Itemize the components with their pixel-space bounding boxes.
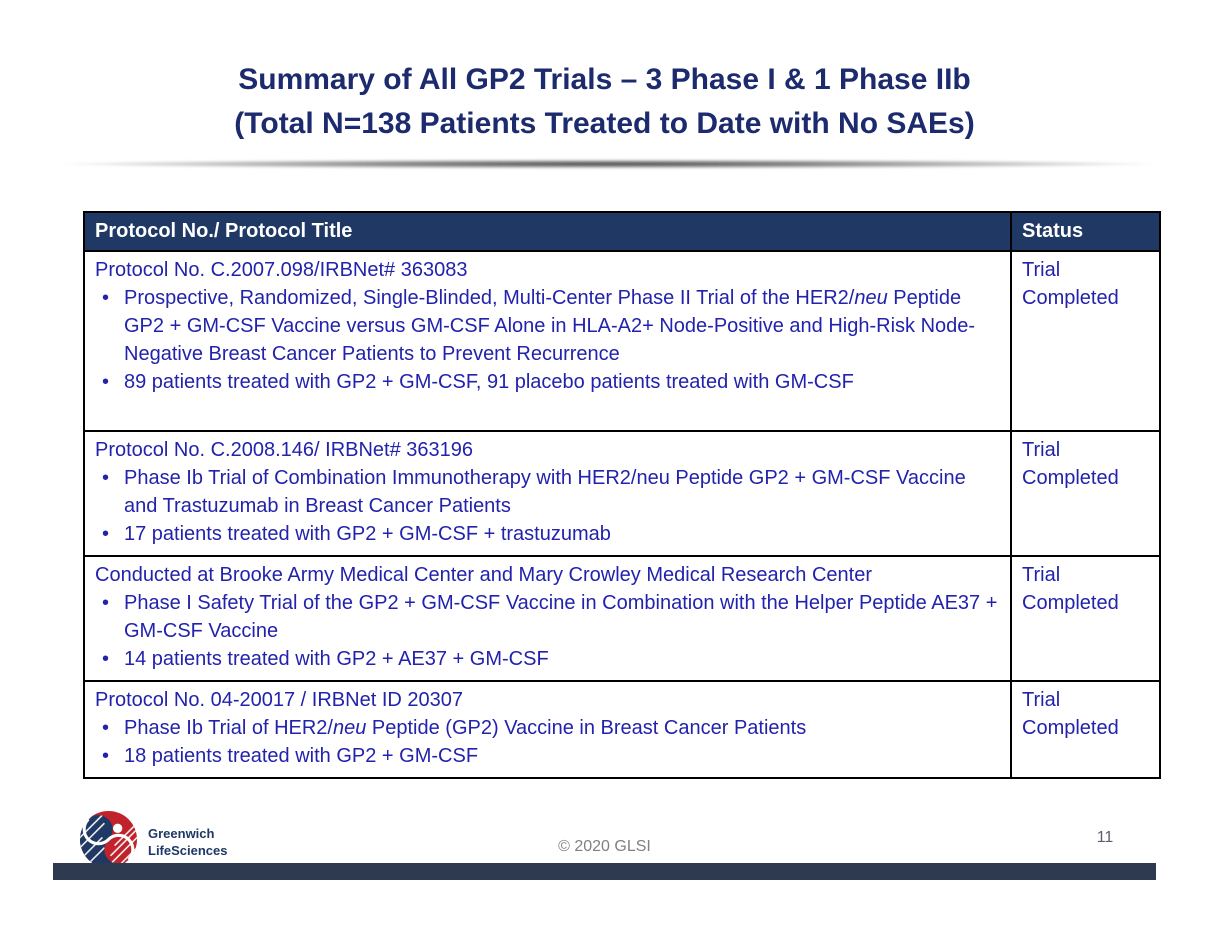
bullet-line: 18 patients treated with GP2 + GM-CSF bbox=[85, 742, 1002, 770]
protocol-heading: Conducted at Brooke Army Medical Center … bbox=[95, 564, 873, 586]
company-name-line1: Greenwich bbox=[148, 826, 215, 841]
title-line-1: Summary of All GP2 Trials – 3 Phase I & … bbox=[238, 63, 971, 96]
bullet-line: Prospective, Randomized, Single-Blinded,… bbox=[85, 284, 1002, 368]
bullet-line: 89 patients treated with GP2 + GM-CSF, 9… bbox=[85, 368, 1002, 396]
protocol-cell: Conducted at Brooke Army Medical Center … bbox=[83, 555, 1012, 682]
status-cell: Trial Completed bbox=[1010, 680, 1161, 779]
bottom-bar bbox=[53, 863, 1156, 880]
table-row: Protocol No. C.2007.098/IRBNet# 363083 Pr… bbox=[83, 250, 1161, 432]
bullet-line: Phase I Safety Trial of the GP2 + GM-CSF… bbox=[85, 589, 1002, 645]
protocol-cell: Protocol No. 04-20017 / IRBNet ID 20307 P… bbox=[83, 680, 1012, 779]
status-cell: Trial Completed bbox=[1010, 430, 1161, 557]
bullet-line: 14 patients treated with GP2 + AE37 + GM… bbox=[85, 645, 1002, 673]
company-logo-icon bbox=[80, 811, 137, 868]
slide-title: Summary of All GP2 Trials – 3 Phase I & … bbox=[0, 58, 1209, 146]
protocol-heading: Protocol No. C.2007.098/IRBNet# 363083 bbox=[95, 259, 468, 281]
company-name: Greenwich LifeSciences bbox=[148, 825, 228, 859]
status-cell: Trial Completed bbox=[1010, 250, 1161, 432]
status-cell: Trial Completed bbox=[1010, 555, 1161, 682]
protocol-cell: Protocol No. C.2008.146/ IRBNet# 363196 P… bbox=[83, 430, 1012, 557]
table-header-row: Protocol No./ Protocol Title Status bbox=[83, 211, 1161, 252]
copyright-text: © 2020 GLSI bbox=[558, 838, 651, 855]
protocol-heading: Protocol No. C.2008.146/ IRBNet# 363196 bbox=[95, 439, 474, 461]
table-header-protocol: Protocol No./ Protocol Title bbox=[83, 211, 1012, 252]
page-number: 11 bbox=[1096, 829, 1114, 846]
bullet-line: Phase Ib Trial of HER2/neu Peptide (GP2)… bbox=[85, 714, 1002, 742]
table-header-status: Status bbox=[1010, 211, 1161, 252]
table-row: Protocol No. 04-20017 / IRBNet ID 20307 P… bbox=[83, 680, 1161, 779]
table-body: Protocol No. C.2007.098/IRBNet# 363083 Pr… bbox=[83, 250, 1161, 779]
bullet-line: Phase Ib Trial of Combination Immunother… bbox=[85, 464, 1002, 520]
company-name-line2: LifeSciences bbox=[148, 843, 228, 858]
title-line-2: (Total N=138 Patients Treated to Date wi… bbox=[234, 107, 975, 140]
protocol-heading: Protocol No. 04-20017 / IRBNet ID 20307 bbox=[95, 689, 463, 711]
table-row: Protocol No. C.2008.146/ IRBNet# 363196 P… bbox=[83, 430, 1161, 557]
table-row: Conducted at Brooke Army Medical Center … bbox=[83, 555, 1161, 682]
protocol-cell: Protocol No. C.2007.098/IRBNet# 363083 Pr… bbox=[83, 250, 1012, 432]
trials-table: Protocol No./ Protocol Title Status Prot… bbox=[83, 211, 1161, 779]
title-divider-shadow bbox=[55, 159, 1160, 169]
bullet-line: 17 patients treated with GP2 + GM-CSF + … bbox=[85, 520, 1002, 548]
